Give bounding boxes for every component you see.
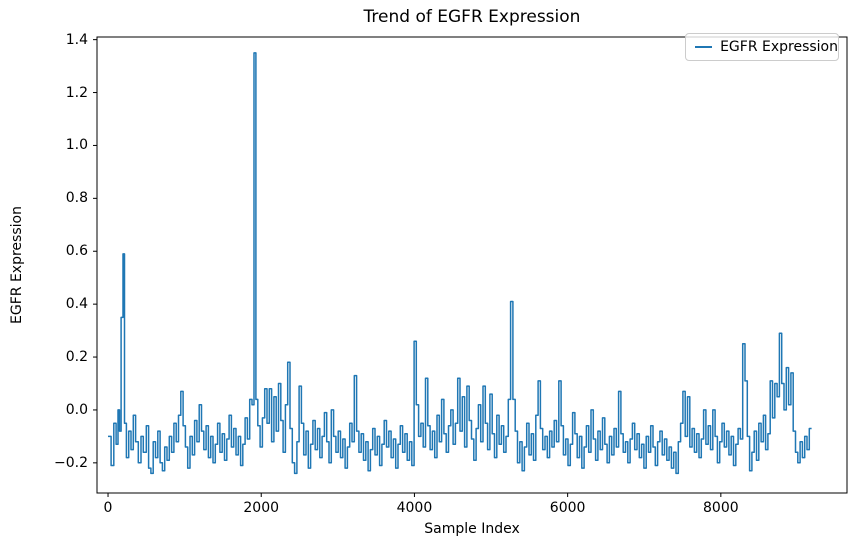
y-tick-label: 0.0 — [65, 401, 88, 418]
x-tick-label: 6000 — [549, 500, 586, 516]
legend-label: EGFR Expression — [720, 39, 838, 55]
y-axis-label: EGFR Expression — [9, 206, 25, 324]
y-tick-label: 0.6 — [65, 243, 88, 260]
x-tick-label: 8000 — [703, 500, 739, 516]
x-tick-label: 0 — [103, 500, 113, 516]
x-tick-label: 4000 — [396, 500, 433, 516]
y-tick-label: 1.4 — [65, 31, 88, 48]
legend: EGFR Expression — [685, 33, 839, 61]
y-tick-label: −0.2 — [54, 454, 88, 471]
legend-line-sample — [695, 46, 713, 48]
x-axis-label: Sample Index — [424, 521, 520, 537]
y-tick-label: 0.2 — [65, 349, 88, 366]
y-tick-label: 1.0 — [65, 137, 88, 154]
y-tick-label: 0.8 — [65, 190, 88, 207]
axes-spines — [96, 36, 848, 494]
series-line — [108, 52, 812, 475]
y-tick-label: 0.4 — [65, 296, 88, 313]
x-tick-label: 2000 — [243, 500, 280, 516]
y-tick-label: 1.2 — [65, 84, 88, 101]
chart-title: Trend of EGFR Expression — [363, 7, 581, 27]
